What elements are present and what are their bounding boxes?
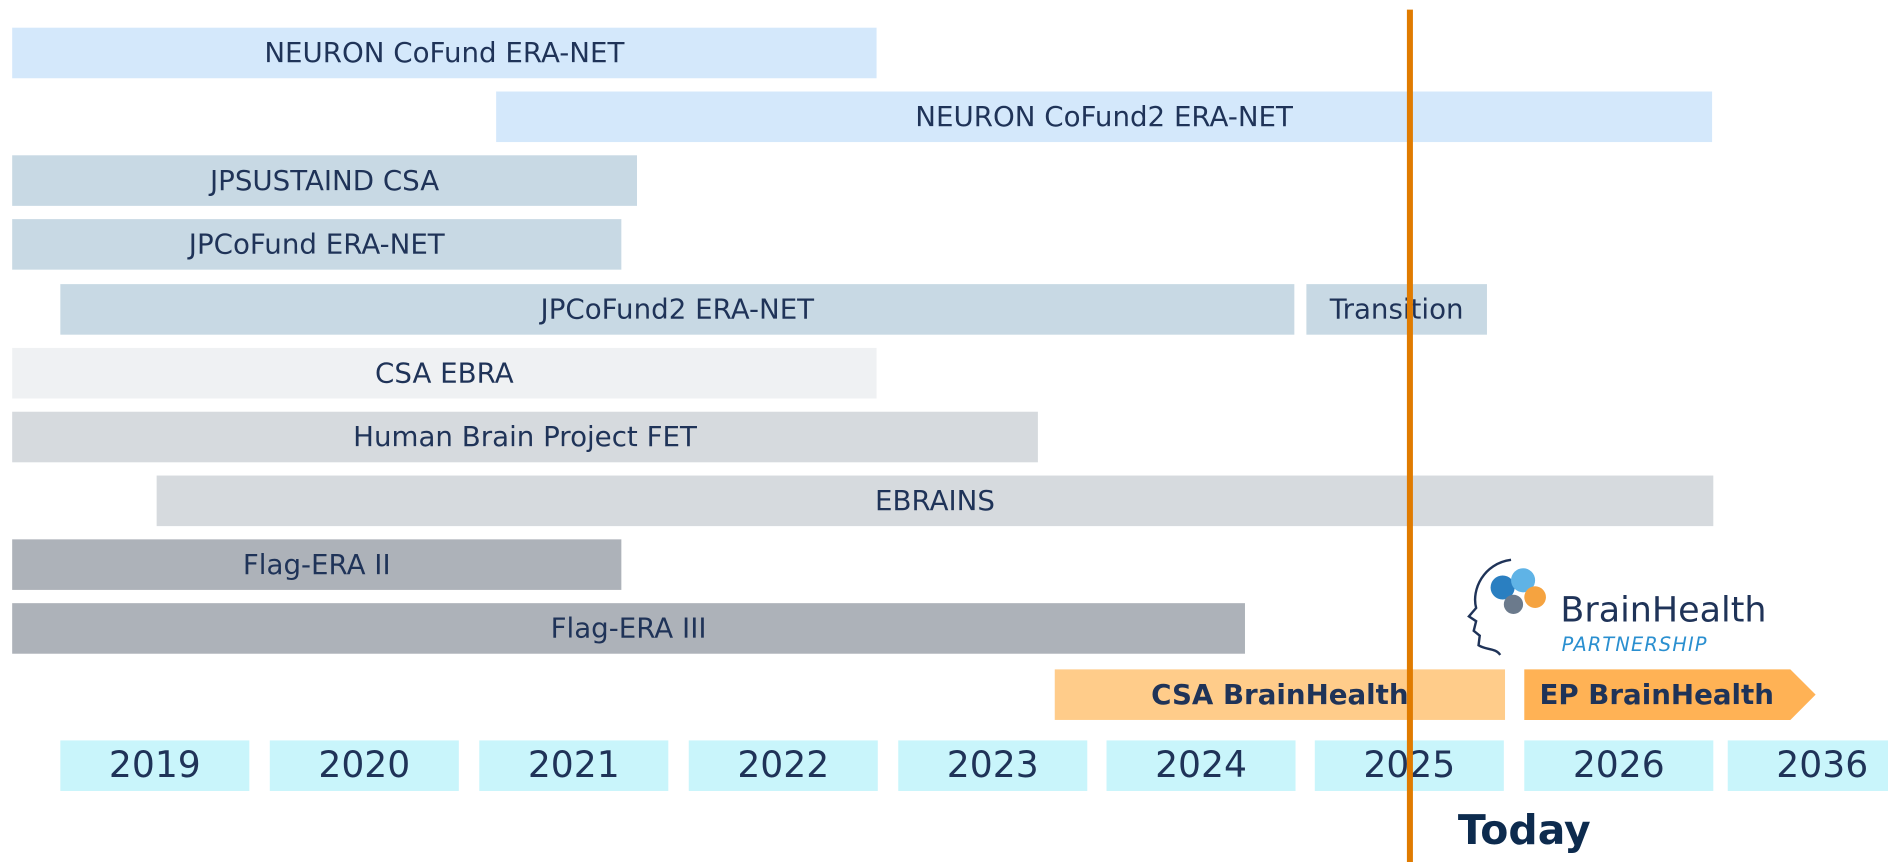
bar-label: JPCoFund ERA-NET	[187, 228, 445, 261]
logo-piece	[1503, 594, 1524, 614]
bar	[12, 219, 622, 270]
year-label: 2024	[1155, 743, 1247, 786]
bar-label: Flag-ERA II	[243, 548, 391, 581]
year-label: 2021	[528, 743, 620, 786]
year-label: 2036	[1776, 743, 1868, 786]
bar-label: Transition	[1329, 293, 1464, 326]
bar	[12, 155, 638, 206]
year-box	[688, 740, 878, 791]
bar-label: JPSUSTAIND CSA	[208, 164, 439, 197]
bar	[12, 411, 1038, 463]
phase-label: CSA BrainHealth	[1151, 678, 1408, 711]
bars: NEURON CoFund ERA-NET NEURON CoFund2 ERA-…	[12, 27, 1816, 720]
bar-label: JPCoFund2 ERA-NET	[539, 293, 815, 326]
year-label: 2023	[947, 743, 1039, 786]
logo: BrainHealth PARTNERSHIP	[1467, 558, 1767, 656]
phase-arrow	[1524, 669, 1816, 720]
today-label: Today	[1458, 806, 1591, 854]
years: 201920202021202220232024202520262036	[60, 740, 1888, 791]
bar	[12, 347, 877, 399]
phase-label: EP BrainHealth	[1539, 678, 1773, 711]
year-label: 2026	[1573, 743, 1665, 786]
year-box	[898, 740, 1088, 791]
bar-label: CSA EBRA	[375, 356, 514, 389]
logo-piece	[1511, 568, 1536, 593]
year-label: 2019	[109, 743, 201, 786]
bar	[12, 603, 1245, 654]
year-box	[1524, 740, 1714, 791]
year-box	[479, 740, 669, 791]
year-box	[1727, 740, 1888, 791]
bar-label: NEURON CoFund2 ERA-NET	[915, 100, 1293, 133]
logo-piece	[1490, 575, 1515, 600]
year-box	[60, 740, 250, 791]
bar-label: Flag-ERA III	[551, 612, 707, 645]
bar	[12, 539, 622, 590]
bar	[496, 91, 1713, 143]
logo-name: BrainHealth	[1560, 591, 1766, 631]
year-label: 2020	[318, 743, 410, 786]
logo-piece	[1524, 586, 1546, 608]
bar	[12, 27, 877, 79]
year-box	[269, 740, 459, 791]
logo-head	[1467, 558, 1512, 656]
bar-label: Human Brain Project FET	[353, 420, 697, 453]
bar	[1306, 284, 1487, 335]
bar-label: EBRAINS	[875, 484, 995, 517]
bar-label: NEURON CoFund ERA-NET	[264, 36, 624, 69]
year-box	[1106, 740, 1296, 791]
year-label: 2022	[737, 743, 829, 786]
logo-tagline: PARTNERSHIP	[1562, 633, 1708, 656]
phase-bar	[1054, 669, 1506, 720]
bar	[156, 475, 1714, 527]
bar	[60, 284, 1295, 335]
